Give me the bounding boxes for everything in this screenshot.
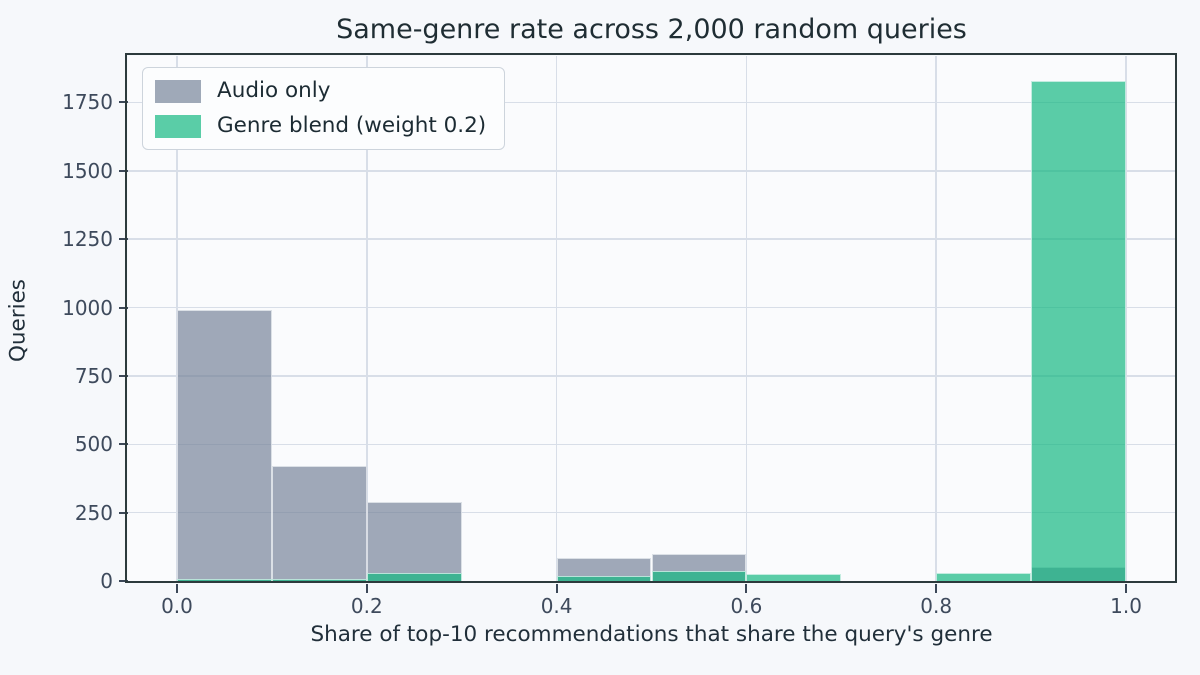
plot-area	[128, 56, 1175, 581]
x-gridline	[935, 56, 937, 581]
x-tick-label: 1.0	[1110, 594, 1142, 618]
x-tick-label: 0.2	[350, 594, 383, 618]
histogram-bar-series1-bin8	[936, 573, 1032, 581]
x-tick-mark	[935, 584, 938, 593]
y-tick-mark	[119, 580, 128, 582]
legend-swatch-audio-only	[155, 79, 201, 103]
histogram-bar-series0-bin2	[366, 501, 462, 581]
y-tick-label: 1250	[62, 227, 113, 252]
y-gridline	[128, 306, 1175, 309]
histogram-bar-series1-bin1	[271, 578, 367, 581]
x-tick-label: 0.8	[920, 594, 953, 618]
x-tick-label: 0.4	[540, 594, 573, 618]
y-tick-label: 1000	[62, 295, 113, 320]
y-gridline	[128, 170, 1175, 172]
legend-label-genre-blend: Genre blend (weight 0.2)	[217, 113, 487, 138]
histogram-bar-series1-bin0	[176, 578, 272, 581]
x-gridline	[1125, 56, 1127, 581]
y-tick-mark	[119, 443, 128, 446]
legend-swatch-genre-blend	[155, 114, 201, 138]
y-tick-mark	[119, 306, 128, 309]
y-gridline	[128, 443, 1175, 446]
histogram-bar-series0-bin0	[176, 310, 272, 581]
x-tick-label: 0.6	[730, 594, 763, 618]
y-tick-label: 250	[74, 500, 113, 525]
histogram-bar-series1-bin4	[556, 575, 652, 581]
x-axis-label: Share of top-10 recommendations that sha…	[310, 622, 993, 647]
y-axis-label: Queries	[5, 278, 31, 363]
x-tick-mark	[745, 584, 748, 593]
chart-title: Same-genre rate across 2,000 random quer…	[336, 14, 967, 45]
y-gridline	[128, 511, 1175, 514]
y-tick-mark	[119, 101, 128, 104]
y-gridline	[128, 375, 1175, 377]
y-tick-label: 1750	[62, 90, 113, 115]
y-tick-label: 750	[74, 363, 113, 388]
histogram-bar-series1-bin9	[1031, 80, 1126, 581]
y-tick-mark	[119, 511, 128, 514]
histogram-bar-series1-bin5	[651, 570, 747, 581]
y-tick-mark	[119, 169, 128, 172]
x-tick-mark	[365, 584, 368, 593]
y-tick-label: 500	[74, 432, 113, 457]
legend-label-audio-only: Audio only	[217, 78, 331, 103]
legend: Audio only Genre blend (weight 0.2)	[142, 67, 506, 150]
x-tick-mark	[555, 584, 558, 593]
y-tick-mark	[119, 374, 128, 377]
y-gridline	[128, 238, 1175, 240]
y-tick-mark	[119, 238, 128, 241]
legend-item-genre-blend: Genre blend (weight 0.2)	[155, 114, 486, 138]
x-gridline	[366, 56, 368, 581]
x-tick-mark	[175, 584, 178, 593]
histogram-bar-series0-bin4	[556, 557, 652, 581]
y-tick-label: 0	[100, 569, 113, 593]
x-gridline	[745, 56, 748, 581]
histogram-bar-series1-bin6	[746, 574, 842, 581]
histogram-bar-series1-bin2	[366, 573, 462, 581]
y-gridline	[128, 101, 1175, 104]
x-tick-mark	[1125, 584, 1128, 593]
legend-item-audio-only: Audio only	[155, 79, 486, 103]
histogram-bar-series0-bin1	[271, 466, 367, 581]
x-tick-label: 0.0	[161, 594, 193, 618]
y-tick-label: 1500	[62, 158, 113, 183]
x-gridline	[555, 56, 558, 581]
